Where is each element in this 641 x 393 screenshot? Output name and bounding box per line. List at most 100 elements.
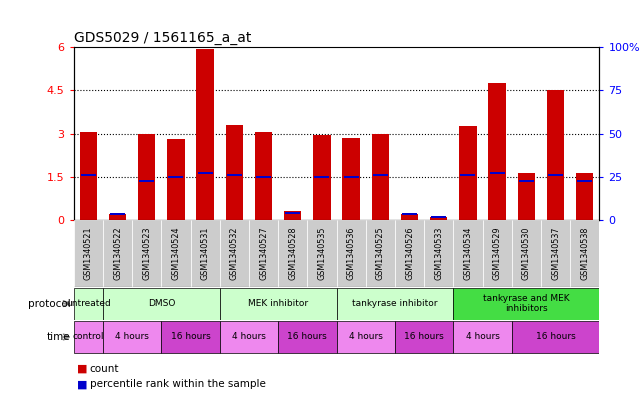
Bar (139, 180, 154, 182)
Bar (548, 174, 563, 176)
Bar (431, 216, 446, 218)
Bar (483, 220, 512, 287)
Bar (103, 321, 162, 353)
Text: 4 hours: 4 hours (465, 332, 499, 342)
Text: DMSO: DMSO (147, 299, 175, 308)
Bar (74, 288, 103, 320)
Text: 4 hours: 4 hours (232, 332, 266, 342)
Text: GSM1340532: GSM1340532 (230, 227, 239, 280)
Bar (337, 220, 366, 287)
Text: GSM1340527: GSM1340527 (259, 227, 268, 280)
Text: control: control (72, 332, 104, 342)
Bar (373, 174, 388, 176)
Text: GSM1340523: GSM1340523 (142, 227, 151, 280)
Text: GDS5029 / 1561165_a_at: GDS5029 / 1561165_a_at (74, 31, 251, 45)
Bar (541, 220, 570, 287)
Bar (372, 134, 389, 220)
Text: GSM1340536: GSM1340536 (347, 227, 356, 280)
Text: GSM1340525: GSM1340525 (376, 227, 385, 280)
Text: GSM1340531: GSM1340531 (201, 227, 210, 280)
Text: 16 hours: 16 hours (536, 332, 576, 342)
Bar (103, 220, 132, 287)
Bar (517, 173, 535, 220)
Bar (169, 176, 183, 178)
Text: percentile rank within the sample: percentile rank within the sample (90, 379, 265, 389)
Text: GSM1340528: GSM1340528 (288, 227, 297, 280)
Bar (162, 220, 190, 287)
Text: GSM1340526: GSM1340526 (405, 227, 414, 280)
Text: protocol: protocol (28, 299, 71, 309)
Text: 16 hours: 16 hours (171, 332, 210, 342)
Bar (132, 220, 162, 287)
Bar (453, 321, 512, 353)
Bar (395, 220, 424, 287)
Text: 16 hours: 16 hours (287, 332, 327, 342)
Bar (190, 220, 220, 287)
Text: GSM1340522: GSM1340522 (113, 227, 122, 280)
Text: GSM1340533: GSM1340533 (434, 227, 443, 280)
Text: GSM1340537: GSM1340537 (551, 227, 560, 280)
Bar (453, 288, 599, 320)
Text: GSM1340538: GSM1340538 (580, 227, 589, 280)
Bar (366, 220, 395, 287)
Bar (226, 125, 243, 220)
Bar (519, 180, 534, 182)
Text: GSM1340534: GSM1340534 (463, 227, 472, 280)
Bar (578, 180, 592, 182)
Bar (402, 213, 417, 215)
Bar (109, 214, 126, 220)
Bar (344, 176, 358, 178)
Text: 16 hours: 16 hours (404, 332, 444, 342)
Text: untreated: untreated (66, 299, 111, 308)
Text: GSM1340530: GSM1340530 (522, 227, 531, 280)
Bar (79, 132, 97, 220)
Bar (74, 220, 103, 287)
Bar (488, 83, 506, 220)
Bar (315, 176, 329, 178)
Bar (401, 214, 419, 220)
Bar (547, 90, 564, 220)
Bar (490, 171, 504, 174)
Bar (167, 140, 185, 220)
Bar (110, 213, 125, 215)
Bar (424, 220, 453, 287)
Bar (254, 132, 272, 220)
Bar (460, 174, 476, 176)
Text: tankyrase and MEK
inhibitors: tankyrase and MEK inhibitors (483, 294, 570, 313)
Bar (220, 288, 337, 320)
Bar (227, 174, 242, 176)
Bar (395, 321, 453, 353)
Text: ■: ■ (77, 364, 87, 373)
Bar (196, 49, 214, 220)
Bar (256, 176, 271, 178)
Text: GSM1340535: GSM1340535 (317, 227, 326, 280)
Text: tankyrase inhibitor: tankyrase inhibitor (352, 299, 438, 308)
Bar (313, 135, 331, 220)
Bar (162, 321, 220, 353)
Bar (284, 211, 301, 220)
Text: 4 hours: 4 hours (115, 332, 149, 342)
Bar (278, 321, 337, 353)
Text: MEK inhibitor: MEK inhibitor (248, 299, 308, 308)
Bar (512, 220, 541, 287)
Text: 4 hours: 4 hours (349, 332, 383, 342)
Text: time: time (47, 332, 71, 342)
Text: count: count (90, 364, 119, 373)
Bar (249, 220, 278, 287)
Bar (220, 321, 278, 353)
Text: GSM1340529: GSM1340529 (493, 227, 502, 280)
Bar (337, 321, 395, 353)
Bar (220, 220, 249, 287)
Bar (197, 171, 213, 174)
Text: ■: ■ (77, 379, 87, 389)
Bar (570, 220, 599, 287)
Bar (342, 138, 360, 220)
Bar (453, 220, 483, 287)
Bar (337, 288, 453, 320)
Bar (307, 220, 337, 287)
Text: GSM1340524: GSM1340524 (171, 227, 180, 280)
Bar (138, 134, 156, 220)
Text: GSM1340521: GSM1340521 (84, 227, 93, 280)
Bar (278, 220, 307, 287)
Bar (576, 173, 594, 220)
